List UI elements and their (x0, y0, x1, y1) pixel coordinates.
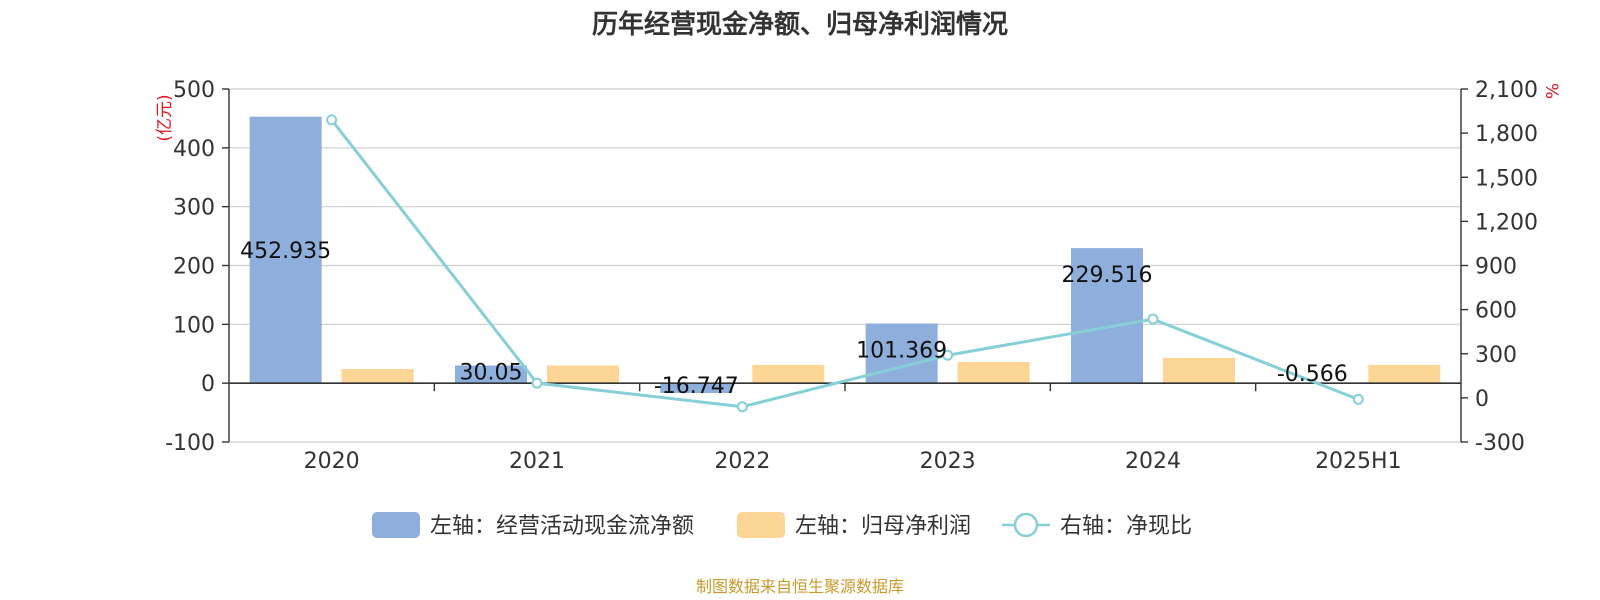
x-tick-label: 2023 (920, 449, 976, 474)
bar-data-label: 452.935 (240, 239, 331, 264)
x-tick-label: 2022 (714, 449, 770, 474)
line-point (942, 349, 954, 361)
axes: 500 400 300 200 100 0 -100 2,100 1,800 1,500 1,200… (165, 78, 1538, 474)
legend-swatch-marker (1013, 512, 1039, 538)
legend-label: 左轴：归母净利润 (795, 514, 971, 539)
left-tick-label: 300 (173, 196, 215, 221)
bar-data-label: 101.369 (856, 339, 947, 364)
bar-1 (341, 369, 414, 384)
bar-data-label: 229.516 (1062, 263, 1153, 288)
chart-title: 历年经营现金净额、归母净利润情况 (592, 9, 1008, 40)
legend-swatch (737, 512, 785, 538)
bar-1 (1163, 357, 1235, 384)
left-tick-label: 0 (201, 372, 215, 397)
right-tick-label: 0 (1475, 387, 1489, 412)
bar-0 (455, 365, 527, 384)
bar-1 (547, 365, 619, 384)
legend-label: 右轴：净现比 (1060, 514, 1192, 539)
right-tick-label: 900 (1475, 255, 1517, 280)
x-tick-label: 2025H1 (1315, 449, 1402, 474)
bar-data-label: -0.566 (1277, 362, 1348, 387)
bar-0 (660, 383, 733, 394)
x-tick-label: 2024 (1125, 449, 1181, 474)
right-tick-label: 600 (1475, 299, 1517, 324)
bar-0 (1071, 248, 1143, 384)
x-tick-label: 2021 (509, 449, 565, 474)
line-point (1147, 313, 1159, 325)
legend-label: 左轴：经营活动现金流净额 (430, 514, 694, 539)
right-tick-label: 1,800 (1475, 122, 1538, 147)
left-tick-label: 400 (173, 137, 215, 162)
line-point (531, 377, 543, 389)
right-tick-label: 2,100 (1475, 78, 1538, 103)
bar-1 (957, 361, 1030, 384)
right-tick-label: 300 (1475, 343, 1517, 368)
left-tick-label: 100 (173, 313, 215, 338)
left-tick-label: 200 (173, 255, 215, 280)
bar-data-label: -16.747 (654, 374, 739, 399)
data-labels: 452.935 30.05 -16.747 101.369 229.516 -0.566 (240, 239, 1348, 399)
right-tick-label: -300 (1475, 431, 1525, 456)
legend: 左轴：经营活动现金流净额 左轴：归母净利润 右轴：净现比 (372, 512, 1192, 539)
bar-data-label: 30.05 (460, 360, 523, 385)
bar-0 (249, 116, 322, 384)
left-tick-label: -100 (165, 431, 215, 456)
line-series (326, 114, 1364, 413)
bar-1 (752, 364, 825, 384)
x-tick-label: 2020 (304, 449, 360, 474)
right-tick-label: 1,500 (1475, 166, 1538, 191)
left-tick-label: 500 (173, 78, 215, 103)
bars (249, 116, 1441, 394)
left-axis-unit: (亿元) (155, 94, 175, 141)
line-path (330, 118, 1359, 409)
line-point (1352, 393, 1364, 405)
line-point (736, 401, 748, 413)
right-axis-unit: % (1541, 83, 1561, 99)
line-point (326, 114, 338, 126)
bar-1 (1368, 364, 1441, 384)
grid (229, 88, 1461, 443)
right-tick-label: 1,200 (1475, 210, 1538, 235)
source-note: 制图数据来自恒生聚源数据库 (696, 577, 904, 596)
legend-swatch (372, 512, 420, 538)
